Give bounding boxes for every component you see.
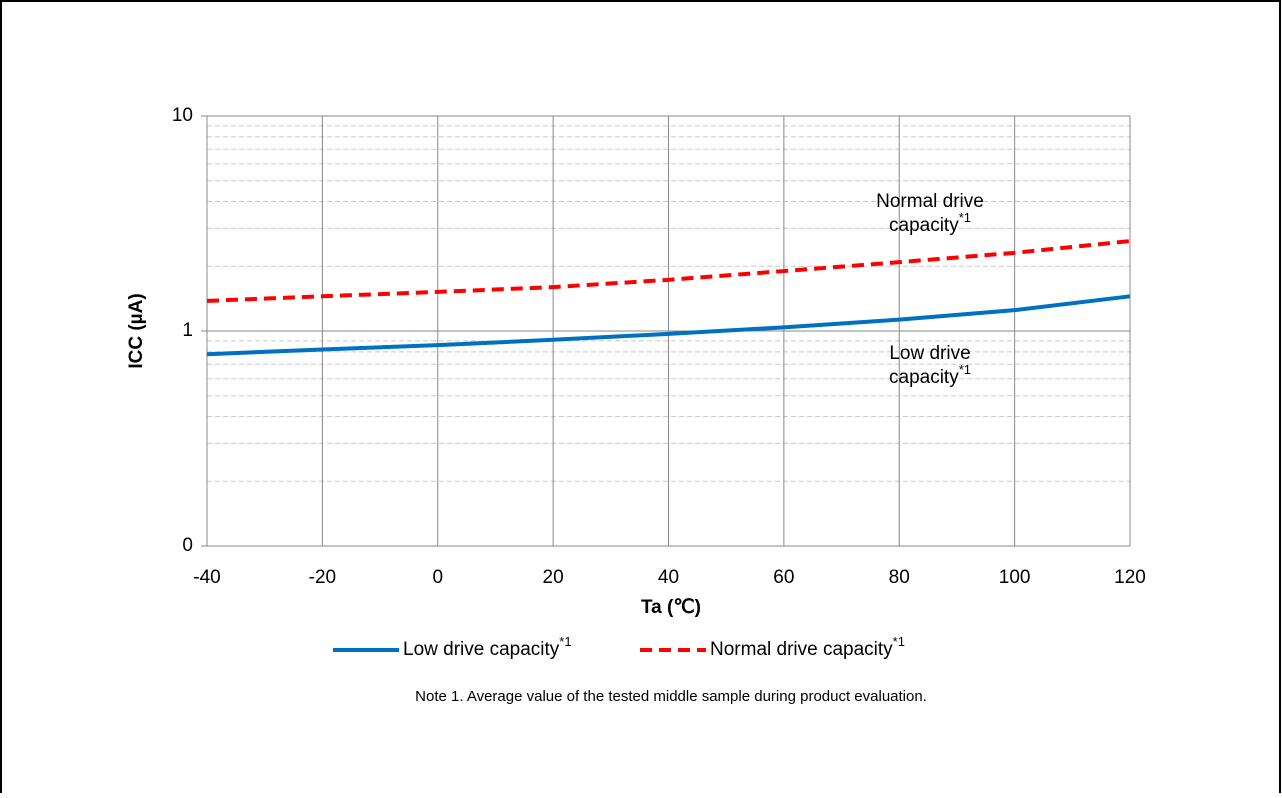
x-tick-label: 20	[543, 567, 564, 588]
annotation: Normal drive	[876, 191, 984, 212]
x-tick-label: -20	[309, 567, 336, 588]
annotation-marker: *1	[959, 362, 971, 377]
annotation: capacity*1	[889, 362, 971, 388]
y-tick-label: 1	[182, 320, 193, 341]
annotation: Low drive	[889, 343, 970, 364]
note: Note 1. Average value of the tested midd…	[415, 688, 927, 705]
y-tick-label: 10	[172, 105, 193, 126]
legend-marker: *1	[893, 634, 905, 649]
x-tick-label: 60	[773, 567, 794, 588]
x-tick-label: 0	[432, 567, 443, 588]
annotation: capacity*1	[889, 210, 971, 236]
legend-label: Normal drive capacity*1	[710, 634, 905, 660]
x-tick-label: 40	[658, 567, 679, 588]
x-tick-label: 120	[1114, 567, 1146, 588]
x-tick-label: -40	[193, 567, 220, 588]
annotation-line: capacity	[889, 215, 959, 236]
legend-marker: *1	[559, 634, 571, 649]
series-line	[206, 239, 1131, 303]
x-tick-label: 80	[889, 567, 910, 588]
legend-name: Low drive capacity	[403, 639, 560, 660]
x-axis-label: Ta (℃)	[641, 597, 701, 618]
annotation-marker: *1	[959, 210, 971, 225]
legend-name: Normal drive capacity	[710, 639, 893, 660]
y-tick-label: 0	[182, 535, 193, 556]
legend-label: Low drive capacity*1	[403, 634, 572, 660]
y-axis-label: ICC (µA)	[126, 293, 147, 368]
series-line	[206, 294, 1131, 357]
annotation-line: capacity	[889, 367, 959, 388]
x-tick-label: 100	[999, 567, 1031, 588]
